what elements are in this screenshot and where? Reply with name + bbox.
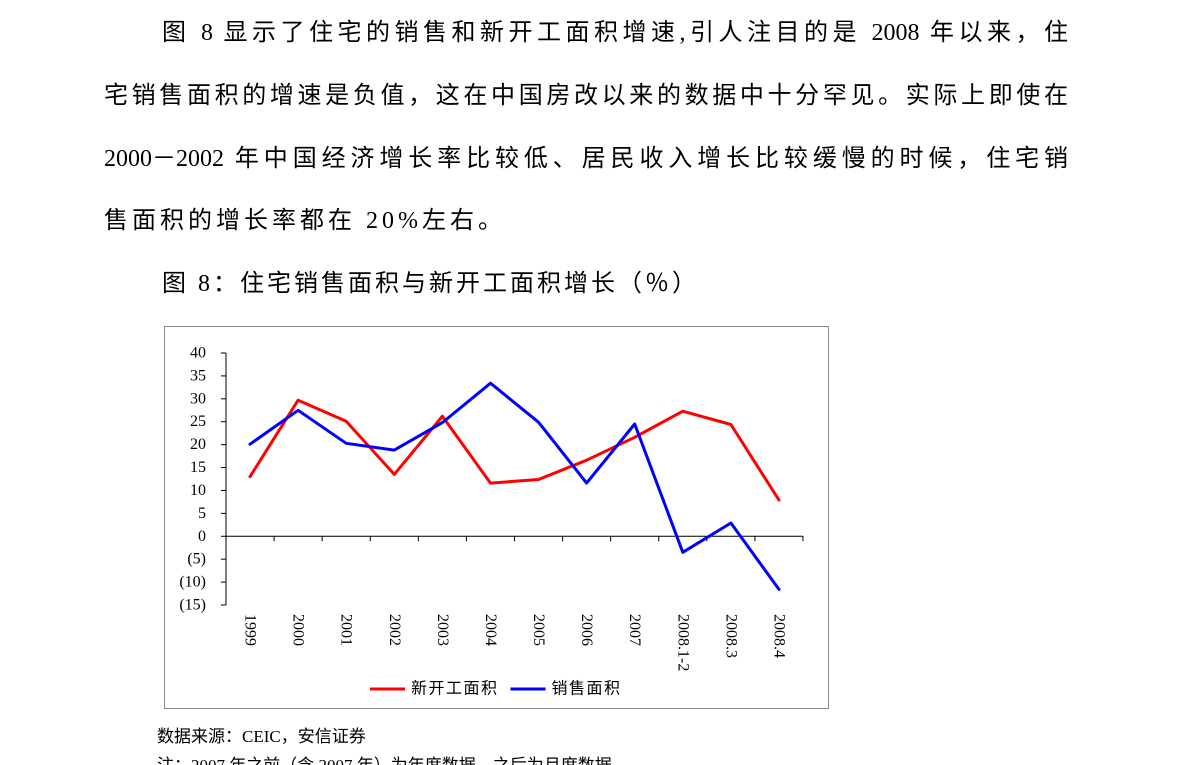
- x-tick-label: 2008.1-2: [674, 614, 691, 671]
- figure-caption: 图 8：住宅销售面积与新开工面积增长（％）: [162, 271, 699, 297]
- legend-label: 销售面积: [552, 680, 622, 698]
- y-tick-label: 30: [190, 390, 206, 407]
- x-tick-label: 2008.3: [722, 614, 739, 658]
- x-tick-label: 2002: [386, 614, 403, 646]
- y-tick-label: 20: [190, 436, 206, 453]
- footnote: 注：2007 年之前（含 2007 年）为年度数据，之后为月度数据: [157, 756, 612, 765]
- y-tick-label: 35: [190, 367, 206, 384]
- x-tick-label: 2001: [338, 614, 355, 646]
- data-source: 数据来源：CEIC，安信证券: [157, 727, 366, 746]
- sales-area-line: [248, 381, 781, 591]
- x-tick-label: 2006: [578, 614, 595, 646]
- y-tick-label: 15: [190, 459, 206, 476]
- y-tick-label: 10: [190, 482, 206, 499]
- x-tick-label: 2004: [482, 614, 499, 646]
- y-tick-label: 40: [190, 345, 206, 362]
- paragraph-line: 宅销售面积的增速是负值，这在中国房改以来的数据中十分罕见。实际上即使在: [104, 83, 1068, 109]
- new-construction-area-line: [248, 398, 781, 502]
- x-tick-label: 2003: [434, 614, 451, 646]
- x-tick-label: 2007: [626, 614, 643, 646]
- x-tick-label: 2008.4: [770, 614, 787, 658]
- line-chart: 40 35 30 25 20 15 10 5 0 (5) (10) (15) 1999 2000 2001 2…: [179, 345, 804, 698]
- paragraph-line: 售面积的增长率都在 20%左右。: [104, 208, 506, 234]
- x-tick-label: 2005: [530, 614, 547, 646]
- x-tick-label: 1999: [242, 614, 259, 646]
- paragraph-line: 图 8 显示了住宅的销售和新开工面积增速,引人注目的是 2008 年以来，住: [162, 20, 1068, 46]
- y-tick-label: 25: [190, 413, 206, 430]
- y-tick-label: (15): [179, 597, 206, 614]
- paragraph-line: 2000－2002 年中国经济增长率比较低、居民收入增长比较缓慢的时候，住宅销: [104, 146, 1068, 172]
- y-tick-label: (10): [179, 574, 206, 591]
- y-tick-label: (5): [187, 551, 206, 568]
- x-tick-label: 2000: [290, 614, 307, 646]
- y-tick-label: 5: [198, 505, 206, 522]
- legend-label: 新开工面积: [411, 680, 499, 698]
- chart-frame: 40 35 30 25 20 15 10 5 0 (5) (10) (15) 1999 2000 2001 2…: [164, 326, 829, 709]
- y-tick-label: 0: [198, 528, 206, 545]
